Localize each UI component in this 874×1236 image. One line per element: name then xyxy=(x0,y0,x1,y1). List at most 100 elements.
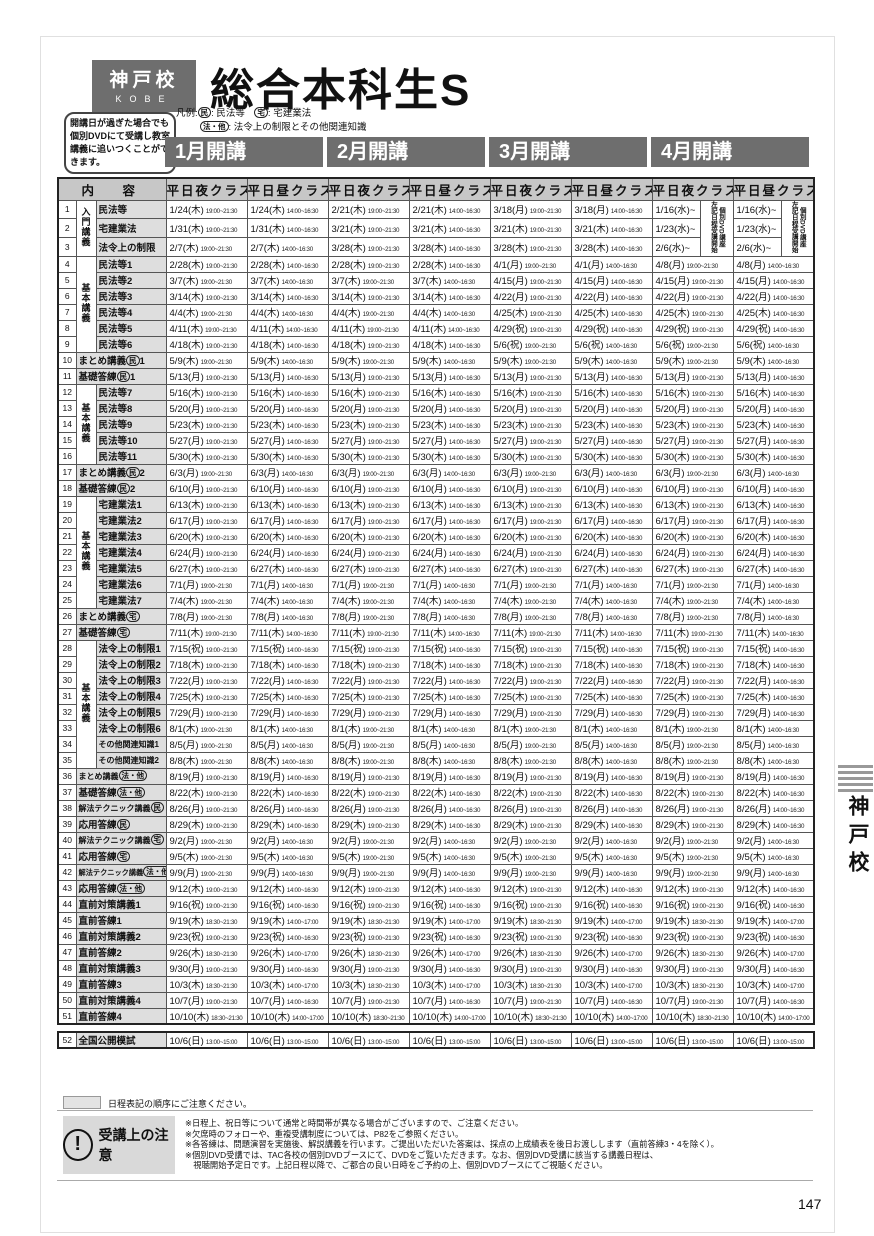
schedule-cell: 5/23(木) 19:00~21:30 xyxy=(651,415,734,433)
schedule-cell: 8/1(木) 14:00~16:30 xyxy=(732,719,815,737)
schedule-cell: 7/15(祝) 19:00~21:30 xyxy=(651,639,734,657)
schedule-cell: 5/27(月) 19:00~21:30 xyxy=(489,431,572,449)
table-row: 21 宅建業法3 6/20(木) 19:00~21:30 6/20(木) 14:00~16… xyxy=(57,527,815,545)
schedule-cell: 7/11(木) 19:00~21:30 xyxy=(327,623,410,641)
legend-mark: 法・他 xyxy=(200,121,229,132)
schedule-cell: 5/13(月) 14:00~16:30 xyxy=(246,367,329,385)
schedule-cell: 9/5(木) 14:00~16:30 xyxy=(570,847,653,865)
schedule-cell: 6/13(木) 19:00~21:30 xyxy=(489,495,572,513)
schedule-cell: 9/23(祝) 19:00~21:30 xyxy=(327,927,410,945)
table-row: 19 基本講義 宅建業法1 6/13(木) 19:00~21:30 6/13(木) 14:0… xyxy=(57,495,815,609)
schedule-cell: 7/25(木) 14:00~16:30 xyxy=(246,687,329,705)
schedule-cell: 7/29(月) 19:00~21:30 xyxy=(165,703,248,721)
schedule-cell: 7/1(月) 14:00~16:30 xyxy=(570,575,653,593)
schedule-cell: 8/1(木) 19:00~21:30 xyxy=(651,719,734,737)
schedule-cell: 10/3(木) 14:00~17:00 xyxy=(408,975,491,993)
schedule-cell: 8/29(木) 14:00~16:30 xyxy=(408,815,491,833)
course-label: 直前対策講義2 xyxy=(75,927,167,945)
schedule-cell: 8/5(月) 19:00~21:30 xyxy=(327,735,410,753)
schedule-cell: 6/27(木) 14:00~16:30 xyxy=(732,559,815,577)
schedule-cell: 10/7(月) 19:00~21:30 xyxy=(327,991,410,1009)
exclamation-icon: ! xyxy=(63,1129,93,1161)
schedule-cell: 5/20(月) 14:00~16:30 xyxy=(408,399,491,417)
table-row: 6 民法等3 3/14(木) 19:00~21:30 3/14(木) 14:00~16:3… xyxy=(57,287,815,305)
legend-mark: 民 xyxy=(197,107,212,118)
schedule-cell: 7/29(月) 14:00~16:30 xyxy=(408,703,491,721)
schedule-cell: 7/8(月) 19:00~21:30 xyxy=(651,607,734,625)
row-number: 26 xyxy=(57,607,77,625)
table-row: 14 民法等9 5/23(木) 19:00~21:30 5/23(木) 14:00~16:… xyxy=(57,415,815,433)
table-row: 26 まとめ講義宅 7/8(月) 19:00~21:30 7/8(月) 14:00~16:… xyxy=(57,607,815,625)
legend-mark: 宅 xyxy=(126,611,140,622)
schedule-cell: 9/2(月) 14:00~16:30 xyxy=(732,831,815,849)
schedule-cell: 7/11(木) 14:00~16:30 xyxy=(732,623,815,641)
schedule-cell: 6/24(月) 14:00~16:30 xyxy=(732,543,815,561)
notice-line: ※個別DVD受講では、TAC各校の個別DVDブースにて、DVDをご覧いただきます… xyxy=(185,1149,658,1160)
schedule-cell: 6/17(月) 19:00~21:30 xyxy=(165,511,248,529)
table-row: 49 直前答練3 10/3(木) 18:30~21:30 10/3(木) 14:00~17… xyxy=(57,975,815,993)
group-label: 基本講義 xyxy=(75,639,97,769)
schedule-cell: 8/29(木) 14:00~16:30 xyxy=(246,815,329,833)
schedule-cell: 9/5(木) 19:00~21:30 xyxy=(165,847,248,865)
schedule-cell: 2/28(木) 14:00~16:30 xyxy=(408,255,491,273)
schedule-cell: 5/23(木) 14:00~16:30 xyxy=(246,415,329,433)
row-number: 18 xyxy=(57,479,77,497)
schedule-cell: 8/26(月) 14:00~16:30 xyxy=(408,799,491,817)
schedule-cell: 7/25(木) 19:00~21:30 xyxy=(651,687,734,705)
schedule-cell: 4/18(木) 14:00~16:30 xyxy=(408,335,491,353)
schedule-cell: 9/19(木) 18:30~21:30 xyxy=(327,911,410,929)
table-row: 47 直前答練2 9/26(木) 18:30~21:30 9/26(木) 14:00~17… xyxy=(57,943,815,961)
schedule-cell: 7/25(木) 14:00~16:30 xyxy=(408,687,491,705)
schedule-cell: 9/26(木) 18:30~21:30 xyxy=(165,943,248,961)
schedule-cell: 8/19(月) 14:00~16:30 xyxy=(732,767,815,785)
row-number: 31 xyxy=(57,687,77,705)
schedule-cell: 9/2(月) 19:00~21:30 xyxy=(327,831,410,849)
schedule-cell: 10/7(月) 19:00~21:30 xyxy=(651,991,734,1009)
schedule-cell: 10/6(日) 13:00~15:00 xyxy=(327,1031,410,1049)
schedule-cell: 9/23(祝) 14:00~16:30 xyxy=(408,927,491,945)
schedule-cell: 8/19(月) 19:00~21:30 xyxy=(165,767,248,785)
schedule-cell: 7/18(木) 19:00~21:30 xyxy=(165,655,248,673)
schedule-cell: 4/18(木) 14:00~16:30 xyxy=(246,335,329,353)
row-number: 23 xyxy=(57,559,77,577)
schedule-cell: 4/25(木) 14:00~16:30 xyxy=(732,303,815,321)
schedule-cell: 8/26(月) 14:00~16:30 xyxy=(732,799,815,817)
table-row: 37 基礎答練 法・他 8/22(木) 19:00~21:30 8/22(木) 14:00~… xyxy=(57,783,815,801)
schedule-cell: 8/29(木) 14:00~16:30 xyxy=(570,815,653,833)
schedule-cell: 7/15(祝) 19:00~21:30 xyxy=(489,639,572,657)
table-row: 29 法令上の制限2 7/18(木) 19:00~21:30 7/18(木) 14:00~… xyxy=(57,655,815,673)
schedule-cell: 10/6(日) 13:00~15:00 xyxy=(408,1031,491,1049)
schedule-cell: 8/8(木) 19:00~21:30 xyxy=(651,751,734,769)
row-number: 16 xyxy=(57,447,77,465)
schedule-cell: 10/7(月) 14:00~16:30 xyxy=(732,991,815,1009)
table-row: 44 直前対策講義1 9/16(祝) 19:00~21:30 9/16(祝) 14:00~… xyxy=(57,895,815,913)
schedule-cell: 10/7(月) 19:00~21:30 xyxy=(165,991,248,1009)
schedule-cell: 6/3(月) 19:00~21:30 xyxy=(651,463,734,481)
schedule-cell: 1/31(木) 14:00~16:30 xyxy=(246,218,329,238)
table-row: 22 宅建業法4 6/24(月) 19:00~21:30 6/24(月) 14:00~16… xyxy=(57,543,815,561)
schedule-cell: 9/16(祝) 14:00~16:30 xyxy=(570,895,653,913)
margin-stripes xyxy=(838,765,873,795)
schedule-cell: 7/4(木) 14:00~16:30 xyxy=(408,591,491,609)
class-header: 平日昼クラス xyxy=(732,177,815,201)
schedule-cell: 8/1(木) 19:00~21:30 xyxy=(489,719,572,737)
schedule-cell: 7/8(月) 14:00~16:30 xyxy=(246,607,329,625)
schedule-cell: 9/26(木) 18:30~21:30 xyxy=(489,943,572,961)
row-number: 47 xyxy=(57,943,77,961)
row-number: 30 xyxy=(57,671,77,689)
schedule-cell: 7/4(木) 14:00~16:30 xyxy=(570,591,653,609)
schedule-cell: 1/23(水)~ xyxy=(732,218,782,238)
row-number: 35 xyxy=(57,751,77,769)
schedule-cell: 9/9(月) 14:00~16:30 xyxy=(732,863,815,881)
notice-bottom-rule xyxy=(57,1180,813,1181)
schedule-cell: 9/16(祝) 14:00~16:30 xyxy=(408,895,491,913)
table-row: 34 その他関連知識1 8/5(月) 19:00~21:30 8/5(月) 14:00~1… xyxy=(57,735,815,753)
schedule-cell: 6/17(月) 19:00~21:30 xyxy=(327,511,410,529)
course-label: 基礎答練民 1 xyxy=(75,367,167,385)
schedule-cell: 1/16(水)~ xyxy=(651,199,701,220)
schedule-cell: 8/26(月) 19:00~21:30 xyxy=(651,799,734,817)
schedule-cell: 8/26(月) 19:00~21:30 xyxy=(327,799,410,817)
row-number: 38 xyxy=(57,799,77,817)
schedule-cell: 5/23(木) 19:00~21:30 xyxy=(327,415,410,433)
